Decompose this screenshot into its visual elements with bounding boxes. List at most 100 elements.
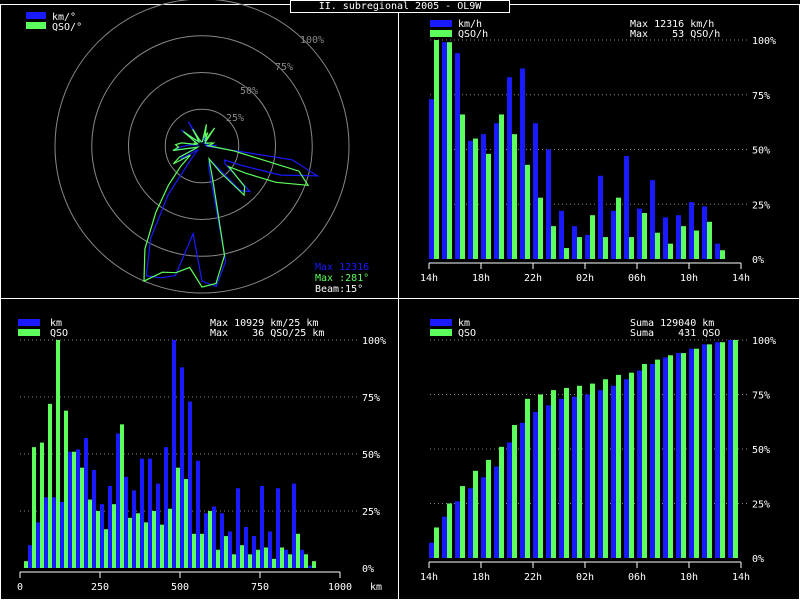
- bar-qso: [434, 527, 439, 558]
- bar-km: [236, 488, 240, 568]
- bar-km: [611, 385, 616, 558]
- bar-qso: [434, 40, 439, 259]
- bar-km: [624, 156, 629, 259]
- y-tick-label: 25%: [362, 507, 380, 518]
- bar-qso: [48, 403, 52, 568]
- legend-swatch-km: [18, 319, 40, 326]
- polar-info-beam: Beam:15°: [315, 284, 363, 295]
- bar-km: [702, 206, 707, 259]
- bar-qso: [486, 153, 491, 259]
- legend-swatch-qso: [26, 22, 46, 29]
- polar-info-km-max: Max 12316: [315, 262, 369, 273]
- x-tick-label: 18h: [472, 273, 490, 284]
- bar-qso: [681, 226, 686, 259]
- cumulative-info-km: Suma 129040 km: [630, 318, 714, 329]
- bar-km: [44, 497, 48, 568]
- bar-qso: [312, 561, 316, 568]
- bar-km: [308, 565, 312, 568]
- bar-km: [468, 140, 473, 259]
- legend-swatch-qso: [430, 329, 452, 336]
- bar-qso: [473, 138, 478, 259]
- bar-qso: [577, 385, 582, 558]
- bar-km: [148, 458, 152, 568]
- bar-qso: [232, 554, 236, 568]
- polar-grid-ring: [164, 108, 240, 184]
- bar-qso: [128, 517, 132, 568]
- bar-qso: [296, 533, 300, 568]
- bar-km: [676, 353, 681, 558]
- bar-qso: [447, 503, 452, 558]
- bar-qso: [616, 197, 621, 259]
- bar-qso: [629, 372, 634, 558]
- y-tick-label: 50%: [752, 146, 770, 157]
- x-tick-label: 14h: [732, 572, 750, 583]
- legend-label: km/°: [52, 12, 76, 23]
- bar-km: [520, 422, 525, 558]
- bar-qso: [224, 536, 228, 568]
- bar-qso: [642, 213, 647, 259]
- bar-km: [60, 501, 64, 568]
- bar-qso: [551, 226, 556, 259]
- bar-qso: [668, 243, 673, 259]
- y-tick-label: 100%: [362, 336, 386, 347]
- polar-info-qso-max: Max :281°: [315, 273, 369, 284]
- hourly-info-qso: Max 53 QSO/h: [630, 29, 720, 40]
- x-tick-label: 14h: [732, 273, 750, 284]
- x-tick-label: 1000: [328, 582, 352, 593]
- bar-km: [172, 340, 176, 568]
- bar-qso: [538, 197, 543, 259]
- distance-info-km: Max 10929 km/25 km: [210, 318, 318, 329]
- hourly-legend: km/h QSO/h Max 12316 km/h Max 53 QSO/h: [430, 19, 720, 40]
- distance-info-qso: Max 36 QSO/25 km: [210, 328, 324, 339]
- bar-qso: [200, 533, 204, 568]
- bar-km: [429, 99, 434, 259]
- bar-km: [252, 536, 256, 568]
- polar-grid-ring: [128, 72, 276, 220]
- bar-km: [559, 210, 564, 259]
- x-tick-label: 14h: [420, 273, 438, 284]
- y-tick-label: 25%: [752, 200, 770, 211]
- bar-qso: [88, 499, 92, 568]
- bar-km: [663, 357, 668, 558]
- bar-qso: [551, 390, 556, 558]
- bar-km: [689, 348, 694, 558]
- y-tick-label: 75%: [752, 91, 770, 102]
- bar-qso: [707, 221, 712, 259]
- bar-qso: [668, 355, 673, 558]
- bar-qso: [616, 374, 621, 558]
- bar-qso: [32, 447, 36, 568]
- y-tick-label: 50%: [362, 450, 380, 461]
- legend-swatch-qso: [430, 30, 452, 37]
- x-tick-label: 750: [251, 582, 269, 593]
- x-tick-label: 02h: [576, 572, 594, 583]
- bar-km: [196, 460, 200, 568]
- bar-qso: [80, 467, 84, 568]
- bar-km: [140, 458, 144, 568]
- bar-qso: [499, 114, 504, 260]
- bar-km: [650, 363, 655, 558]
- x-tick-label: 500: [171, 582, 189, 593]
- bar-km: [442, 42, 447, 259]
- bar-qso: [590, 383, 595, 558]
- bar-qso: [694, 348, 699, 558]
- bar-qso: [655, 359, 660, 558]
- x-tick-label: 02h: [576, 273, 594, 284]
- bar-km: [611, 210, 616, 259]
- y-tick-label: 25%: [752, 500, 770, 511]
- bar-qso: [112, 504, 116, 568]
- bar-qso: [629, 237, 634, 259]
- bar-qso: [720, 250, 725, 259]
- bar-qso: [96, 511, 100, 568]
- legend-swatch-qso: [18, 329, 40, 336]
- bar-qso: [272, 558, 276, 568]
- legend-swatch-km: [430, 319, 452, 326]
- polar-ring-label: 75%: [275, 62, 293, 73]
- bar-qso: [136, 513, 140, 568]
- x-tick-label: 22h: [524, 572, 542, 583]
- bar-km: [624, 379, 629, 558]
- bar-qso: [144, 522, 148, 568]
- bar-qso: [304, 554, 308, 568]
- bar-km: [520, 68, 525, 259]
- bar-km: [494, 466, 499, 558]
